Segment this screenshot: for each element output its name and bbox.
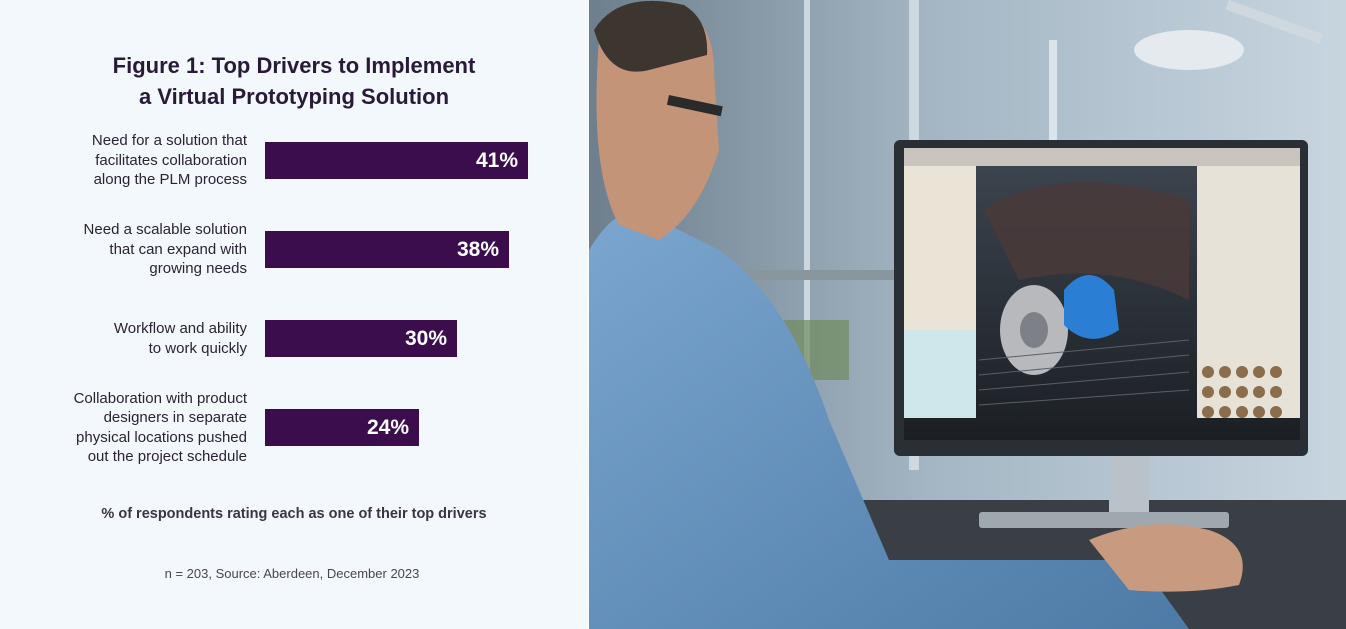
bar-value-label: 30% [404, 327, 447, 350]
bar-label: Need a scalable solution that can expand … [0, 220, 247, 279]
bar-label-line: designers in separate [103, 409, 247, 426]
bar-value-label: 41% [475, 149, 518, 172]
infographic-panel: Figure 1: Top Drivers to Implement a Vir… [0, 0, 588, 629]
bar-label-line: out the project schedule [87, 448, 247, 465]
caliper-model [1064, 275, 1119, 339]
chart-caption: % of respondents rating each as one of t… [101, 506, 487, 522]
bar: 30% [265, 320, 457, 357]
engineer-photo [589, 0, 1346, 629]
bar-label-line: Need for a solution that [91, 132, 247, 150]
bar: 24% [265, 409, 419, 446]
bar-label: Collaboration with product designers in s… [0, 389, 247, 467]
bar-label-line: Workflow and ability [113, 320, 247, 337]
figure-title-line-2: a Virtual Prototyping Solution [138, 84, 450, 109]
bar-label: Need for a solution that facilitates coll… [0, 131, 247, 190]
bar-label-line: facilitates collaboration [95, 151, 247, 169]
lamp-icon [1134, 30, 1244, 70]
bar-label-line: to work quickly [148, 339, 247, 357]
bar-label-line: Need a scalable solution [83, 221, 247, 239]
engineer-hand [1089, 524, 1243, 592]
bar-label-line: along the PLM process [93, 171, 247, 189]
photo-panel [589, 0, 1346, 629]
chart-source: n = 203, Source: Aberdeen, December 2023 [164, 566, 420, 581]
bar-label-line: Collaboration with product [73, 389, 247, 407]
figure-title-line-1: Figure 1: Top Drivers to Implement [112, 53, 476, 78]
bar: 38% [265, 231, 509, 268]
bar-label-line: physical locations pushed [76, 428, 247, 446]
bar-chart: Need for a solution that facilitates coll… [0, 120, 588, 480]
bar-label: Workflow and ability to work quickly [0, 319, 247, 358]
figure-title: Figure 1: Top Drivers to Implement a Vir… [0, 50, 588, 112]
bar-value-label: 24% [366, 416, 409, 439]
bar: 41% [265, 142, 528, 179]
bar-label-line: growing needs [149, 260, 247, 278]
engineer-shirt [589, 211, 1189, 629]
bar-value-label: 38% [456, 238, 499, 261]
glasses-icon [666, 95, 723, 117]
bar-label-line: that can expand with [109, 240, 247, 258]
